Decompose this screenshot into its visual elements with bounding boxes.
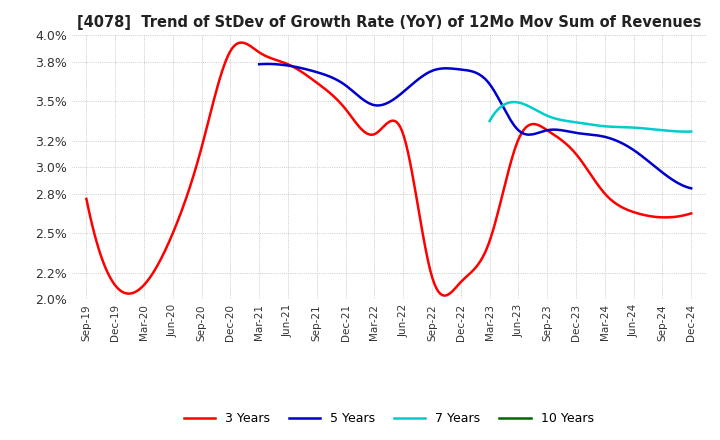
5 Years: [621, 142, 629, 147]
5 Years: [648, 161, 657, 167]
3 Years: [456, 279, 465, 285]
5 Years: [687, 186, 696, 191]
3 Years: [446, 290, 455, 296]
Line: 3 Years: 3 Years: [86, 43, 691, 296]
3 Years: [634, 211, 643, 216]
7 Years: [485, 118, 494, 124]
5 Years: [521, 132, 529, 137]
Legend: 3 Years, 5 Years, 7 Years, 10 Years: 3 Years, 5 Years, 7 Years, 10 Years: [179, 407, 598, 430]
7 Years: [486, 117, 495, 122]
Title: [4078]  Trend of StDev of Growth Rate (YoY) of 12Mo Mov Sum of Revenues: [4078] Trend of StDev of Growth Rate (Yo…: [76, 15, 701, 30]
5 Years: [513, 127, 522, 132]
7 Years: [682, 129, 690, 134]
5 Years: [255, 62, 264, 67]
7 Years: [669, 128, 678, 134]
7 Years: [606, 124, 614, 129]
Line: 7 Years: 7 Years: [490, 102, 691, 132]
5 Years: [512, 125, 521, 131]
3 Years: [84, 206, 93, 211]
7 Years: [687, 129, 696, 134]
7 Years: [609, 124, 618, 129]
3 Years: [82, 196, 91, 202]
3 Years: [687, 211, 696, 216]
3 Years: [238, 40, 246, 45]
5 Years: [256, 62, 265, 67]
Line: 5 Years: 5 Years: [259, 64, 691, 188]
3 Years: [444, 292, 453, 297]
7 Years: [606, 124, 615, 129]
3 Years: [440, 293, 449, 298]
5 Years: [264, 61, 272, 66]
7 Years: [510, 99, 518, 105]
3 Years: [596, 185, 605, 191]
7 Years: [656, 128, 665, 133]
